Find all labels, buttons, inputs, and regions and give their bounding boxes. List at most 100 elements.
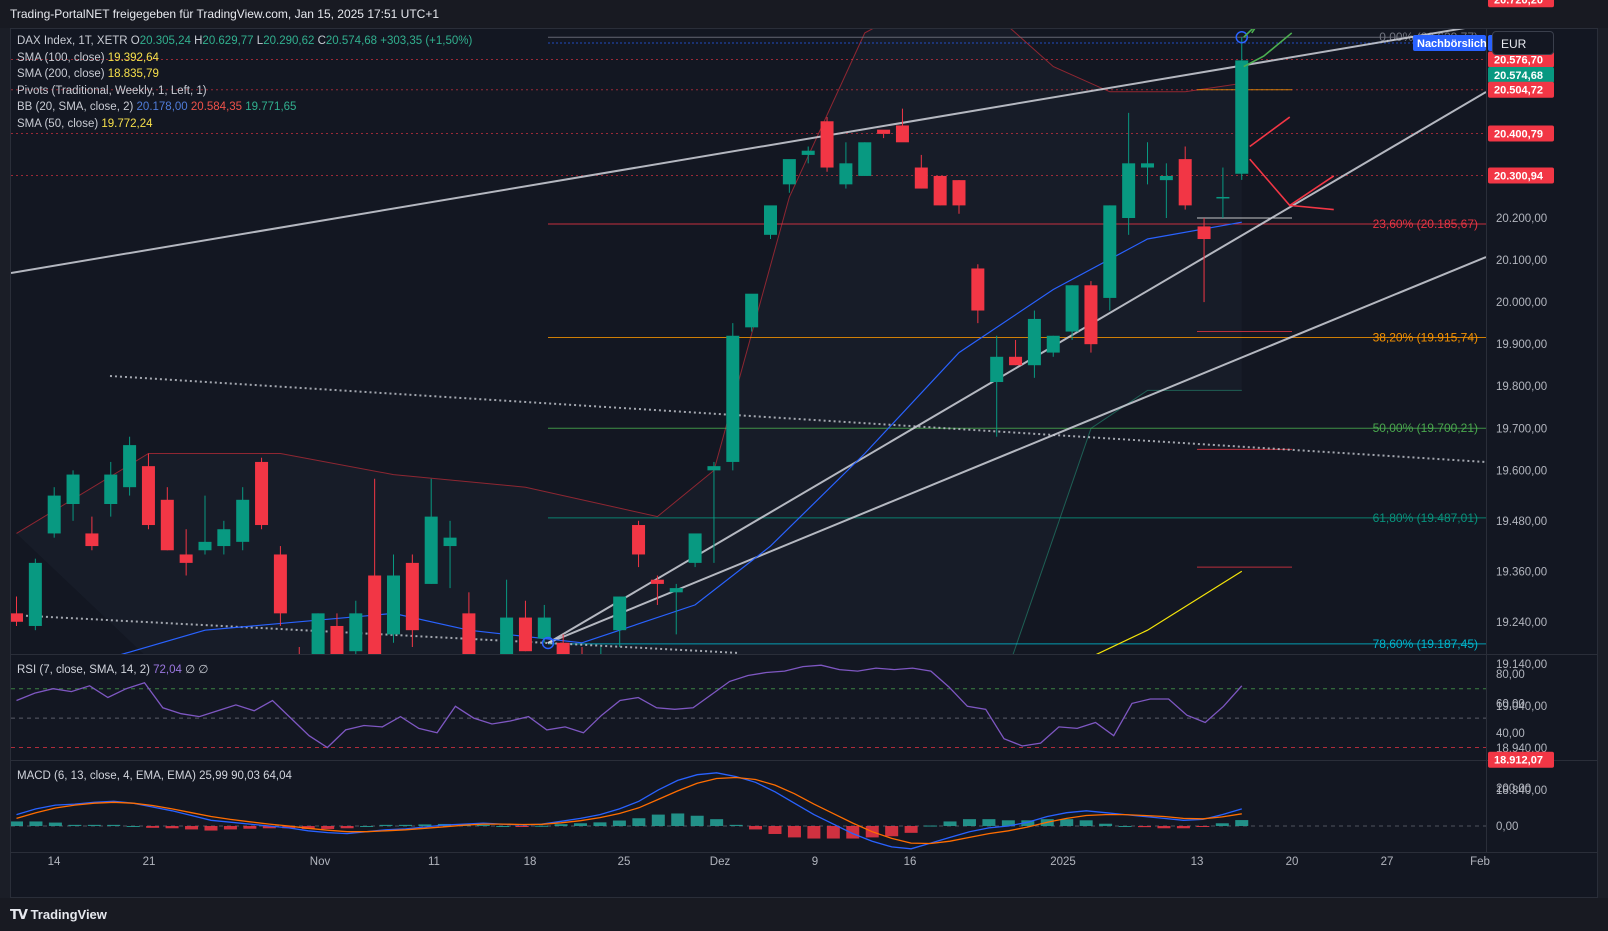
- badge-text-0: 20.720,20: [1494, 0, 1543, 6]
- candle-body: [858, 142, 872, 176]
- macd-value: 90,03: [231, 770, 260, 782]
- macd-legend[interactable]: MACD (6, 13, close, 4, EMA, EMA) 25,99 9…: [17, 770, 292, 782]
- candle-6: [123, 436, 137, 496]
- price-tick-11: 19.040,00: [1496, 701, 1547, 713]
- candle-45: [858, 142, 872, 176]
- macd-hist-bar-9: [185, 826, 199, 830]
- trendline-dotted-lower: [11, 614, 741, 654]
- macd-hist-bar-48: [943, 821, 957, 826]
- candle-body: [1027, 318, 1041, 366]
- candle-34: [650, 575, 664, 605]
- candle-body: [726, 335, 740, 462]
- candle-49: [933, 175, 947, 206]
- macd-hist-bar-50: [982, 819, 996, 826]
- candle-body: [387, 575, 400, 635]
- rsi-legend[interactable]: RSI (7, close, SMA, 14, 2) 72,04 ∅ ∅: [17, 662, 208, 676]
- macd-hist-bar-10: [204, 826, 218, 831]
- candle-15: [293, 647, 306, 668]
- candle-body: [311, 613, 325, 654]
- time-tick-1: 21: [143, 856, 156, 868]
- candle-body: [255, 461, 269, 526]
- low-marker: [541, 636, 555, 650]
- price-tick-3: 19.900,00: [1496, 339, 1547, 351]
- currency-button[interactable]: EUR: [1492, 31, 1554, 55]
- legend-sma200[interactable]: SMA (200, close) 18.835,79: [17, 67, 159, 81]
- candle-body: [707, 466, 721, 471]
- legend-sma50[interactable]: SMA (50, close) 19.772,24: [17, 117, 153, 131]
- badge-text-5: 20.504,72: [1494, 85, 1543, 97]
- candle-19: [368, 478, 382, 654]
- badge-bg-5: [1488, 81, 1554, 98]
- arrow-red-2: [1249, 158, 1335, 207]
- candle-3: [66, 470, 80, 521]
- legend-bb[interactable]: BB (20, SMA, close, 2) 20.178,00 20.584,…: [17, 100, 296, 114]
- legend-close-label: C: [317, 35, 326, 47]
- candle-33: [632, 520, 646, 568]
- header-title: Trading-PortalNET freigegeben für Tradin…: [10, 7, 440, 21]
- macd-hist-bar-38: [749, 826, 763, 830]
- candle-13: [255, 457, 269, 530]
- candle-58: [1103, 205, 1117, 311]
- macd-hist-bar-55: [1079, 820, 1093, 826]
- time-tick-8: 16: [904, 856, 917, 868]
- macd-hist-bar-56: [1099, 823, 1113, 826]
- candle-7: [141, 453, 155, 530]
- macd-hist-bar-61: [1196, 826, 1210, 827]
- candle-1: [28, 558, 42, 631]
- macd-hist-bar-13: [262, 826, 276, 829]
- macd-hist-bar-45: [885, 826, 899, 837]
- candle-body: [349, 613, 363, 652]
- candle-body: [556, 642, 570, 654]
- candle-5: [104, 461, 118, 517]
- candle-body: [688, 533, 702, 563]
- price-tick-8: 19.360,00: [1496, 566, 1547, 578]
- legend-sma100[interactable]: SMA (100, close) 19.392,64: [17, 51, 159, 65]
- legend-low-label: L: [256, 35, 264, 47]
- price-tick-10: 19.140,00: [1496, 659, 1547, 671]
- macd-hist-bar-62: [1215, 823, 1229, 826]
- trendline-rising-support-2: [547, 256, 1486, 644]
- candle-body: [443, 537, 457, 547]
- time-tick-5: 25: [618, 856, 631, 868]
- candle-body: [1009, 356, 1023, 366]
- candle-24: [462, 592, 476, 654]
- legend-high-label: H: [194, 35, 203, 47]
- macd-hist-bar-28: [554, 824, 568, 826]
- header-bar: Trading-PortalNET freigegeben für Tradin…: [0, 0, 1608, 28]
- legend-pivots[interactable]: Pivots (Traditional, Weekly, 1, Left, 1): [17, 84, 207, 98]
- macd-hist-bar-25: [496, 826, 510, 827]
- high-marker: [1235, 30, 1248, 44]
- badge-bg-7: [1488, 167, 1554, 184]
- bb-upper: 20.584,35: [190, 101, 243, 113]
- sma200-value: 18.835,79: [107, 68, 159, 80]
- rsi-line: [16, 664, 1243, 749]
- bb-fill: [16, 29, 1242, 654]
- candle-body: [47, 495, 61, 534]
- candle-40: [764, 205, 777, 240]
- candle-body: [1103, 205, 1117, 298]
- candle-37: [707, 461, 721, 563]
- bb-label: BB (20, SMA, close, 2): [17, 101, 134, 113]
- price-tick-2: 20.000,00: [1496, 297, 1547, 309]
- badge-text-6: 20.400,79: [1494, 128, 1543, 140]
- sma50-value: 19.772,24: [101, 118, 153, 130]
- rsi-tick-2: 40,00: [1496, 728, 1525, 740]
- candle-body: [669, 588, 683, 593]
- candle-body: [198, 541, 212, 551]
- sma200-label: SMA (200, close): [17, 68, 105, 80]
- macd-hist-bar-63: [1235, 820, 1249, 826]
- candle-body: [462, 613, 476, 654]
- sma100-label: SMA (100, close): [17, 52, 105, 64]
- candle-21: [405, 554, 419, 647]
- candle-body: [217, 529, 231, 547]
- badge-bg-3: [1488, 51, 1554, 68]
- candle-body: [782, 159, 796, 185]
- arrow-red-3: [1289, 204, 1334, 211]
- candle-48: [914, 154, 928, 189]
- arrow-green-3: [1251, 29, 1256, 34]
- macd-hist-bar-54: [1060, 819, 1074, 826]
- macd-signal-value: 64,04: [263, 770, 292, 782]
- candle-body: [293, 664, 306, 668]
- candle-38: [726, 323, 740, 471]
